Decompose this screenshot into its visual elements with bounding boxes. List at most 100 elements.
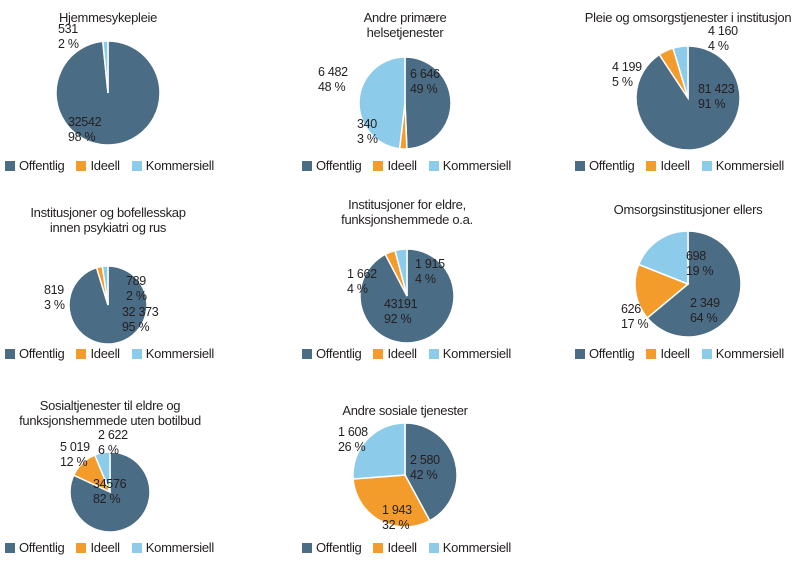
data-label-offentlig: 32 373 95 % (122, 305, 159, 335)
legend-item-ideell: Ideell (76, 540, 120, 555)
chart-title-line: funksjonshemmede o.a. (341, 212, 473, 227)
data-label-percent: 95 % (122, 320, 150, 334)
legend-swatch (131, 542, 142, 553)
legend-item-offentlig: Offentlig (5, 540, 65, 555)
legend-label: Offentlig (19, 540, 65, 555)
pie-slice-offentlig (646, 230, 742, 338)
data-label-kommersiell: 4 160 4 % (708, 24, 738, 54)
legend-item-kommersiell: Kommersiell (428, 158, 512, 173)
data-label-value: 43191 (384, 297, 418, 311)
chart-title-line: funksjonshemmede uten botilbud (19, 413, 201, 428)
legend-swatch (5, 542, 15, 553)
data-label-percent: 4 % (415, 272, 436, 286)
legend-swatch (373, 348, 384, 359)
data-label-percent: 5 % (612, 75, 633, 89)
chart-title: Andre primære helsetjenester (364, 10, 447, 40)
legend-label: Ideell (387, 540, 417, 555)
data-label-value: 1 608 (338, 425, 368, 439)
legend-item-kommersiell: Kommersiell (131, 158, 215, 173)
data-label-value: 32542 (68, 115, 102, 129)
chart-title: Sosialtjenester til eldre og funksjonshem… (19, 398, 201, 428)
legend-swatch (428, 348, 439, 359)
data-label-offentlig: 34576 82 % (93, 477, 127, 507)
chart-title: Andre sosiale tjenester (342, 403, 468, 418)
data-label-percent: 2 % (126, 289, 147, 303)
data-label-percent: 64 % (690, 311, 718, 325)
legend-label: Ideell (660, 158, 690, 173)
chart-title-line: Institusjoner og bofellesskap (30, 205, 186, 220)
legend-swatch (76, 348, 87, 359)
data-label-kommersiell: 6 482 48 % (318, 65, 348, 95)
pie-slice-kommersiell (358, 56, 406, 150)
data-label-kommersiell: 698 19 % (686, 249, 714, 279)
legend-swatch (646, 348, 657, 359)
data-label-ideell: 4 199 5 % (612, 60, 642, 90)
legend-swatch (131, 160, 142, 171)
legend-label: Ideell (660, 346, 690, 361)
data-label-percent: 92 % (384, 312, 412, 326)
legend-label: Ideell (90, 540, 120, 555)
chart-title-line: Omsorgsinstitusjoner ellers (613, 202, 763, 217)
legend-swatch (428, 160, 439, 171)
data-label-percent: 17 % (621, 317, 649, 331)
legend-swatch (373, 542, 384, 553)
legend-label: Kommersiell (442, 158, 512, 173)
legend: Offentlig Ideell Kommersiell (302, 346, 523, 361)
legend-item-ideell: Ideell (646, 346, 690, 361)
data-label-value: 4 199 (612, 60, 642, 74)
legend-label: Ideell (387, 158, 417, 173)
data-label-kommersiell: 531 2 % (58, 22, 79, 52)
legend-label: Kommersiell (715, 158, 785, 173)
legend-label: Offentlig (19, 346, 65, 361)
pie-slice-offentlig (404, 56, 452, 150)
legend-swatch (5, 160, 15, 171)
legend-swatch (302, 160, 312, 171)
legend-swatch (428, 542, 439, 553)
legend: Offentlig Ideell Kommersiell (5, 346, 226, 361)
data-label-value: 6 482 (318, 65, 348, 79)
legend-item-kommersiell: Kommersiell (428, 346, 511, 361)
data-label-percent: 98 % (68, 130, 96, 144)
data-label-value: 2 622 (98, 428, 128, 442)
legend-swatch (76, 160, 87, 171)
data-label-percent: 3 % (44, 298, 65, 312)
data-label-value: 1 662 (347, 267, 377, 281)
data-label-value: 1 943 (382, 503, 412, 517)
legend-swatch (373, 160, 384, 171)
legend-item-kommersiell: Kommersiell (701, 346, 785, 361)
legend-label: Kommersiell (715, 346, 785, 361)
legend: Offentlig Ideell Kommersiell (575, 346, 796, 361)
data-label-ideell: 1 943 32 % (382, 503, 412, 533)
chart-title: Omsorgsinstitusjoner ellers (614, 202, 763, 217)
data-label-value: 34576 (93, 477, 127, 491)
data-label-kommersiell: 2 622 6 % (98, 428, 128, 458)
chart-title-line: Institusjoner for eldre, (348, 197, 466, 212)
legend-swatch (575, 160, 585, 171)
data-label-percent: 19 % (686, 264, 714, 278)
data-label-percent: 26 % (338, 440, 366, 454)
legend: Offentlig Ideell Kommersiell (5, 158, 226, 173)
data-label-value: 4 160 (708, 24, 738, 38)
legend-label: Kommersiell (145, 346, 215, 361)
legend-label: Ideell (90, 346, 120, 361)
chart-title: Institusjoner og bofellesskap innen psyki… (30, 205, 186, 235)
pie-slice-kommersiell (672, 45, 689, 99)
legend-label: Kommersiell (145, 158, 215, 173)
data-label-value: 340 (357, 117, 377, 131)
data-label-offentlig: 6 646 49 % (410, 67, 440, 97)
pie-slice-ideell (634, 263, 690, 319)
chart-title-line: Pleie og omsorgstjenester i institusjon (584, 10, 792, 25)
legend: Offentlig Ideell Kommersiell (302, 158, 523, 173)
chart-title: Hjemmesykepleie (59, 10, 157, 25)
legend-swatch (76, 542, 87, 553)
pie-slice-kommersiell (637, 230, 689, 286)
legend-swatch (701, 348, 712, 359)
legend-swatch (302, 542, 312, 553)
legend-item-offentlig: Offentlig (302, 540, 362, 555)
chart-title-line: Sosialtjenester til eldre og (39, 398, 181, 413)
chart-title-line: Andre primære (363, 10, 447, 25)
pie-slice-kommersiell (101, 40, 109, 94)
data-label-value: 1 915 (415, 257, 445, 271)
legend-swatch (701, 160, 712, 171)
